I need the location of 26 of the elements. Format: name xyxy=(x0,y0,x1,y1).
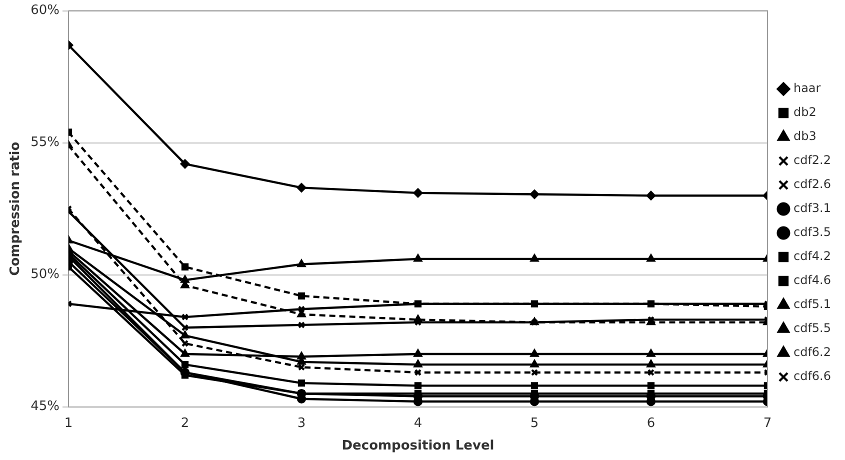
legend-label: cdf4.6 xyxy=(793,273,832,288)
y-tick-label: 60% xyxy=(30,3,60,18)
legend-label: cdf6.6 xyxy=(793,369,832,384)
y-axis-title: Compression ratio xyxy=(8,142,24,276)
legend-label: cdf6.2 xyxy=(793,345,832,360)
legend-label: cdf4.2 xyxy=(793,249,832,264)
legend-label: haar xyxy=(793,81,821,96)
x-tick-label: 3 xyxy=(297,416,306,431)
y-tick-label: 50% xyxy=(30,267,60,282)
x-tick-label: 5 xyxy=(530,416,539,431)
legend-label: cdf5.1 xyxy=(793,297,832,312)
legend-label: cdf5.5 xyxy=(793,321,832,336)
x-tick-label: 1 xyxy=(64,416,73,431)
legend-label: db3 xyxy=(793,129,816,144)
legend-label: cdf2.2 xyxy=(793,153,832,168)
x-tick-label: 7 xyxy=(763,416,772,431)
y-tick-label: 45% xyxy=(30,399,60,414)
legend-label: cdf3.5 xyxy=(793,225,832,240)
x-axis-title: Decomposition Level xyxy=(342,438,494,454)
legend-label: db2 xyxy=(793,105,816,120)
x-tick-label: 6 xyxy=(646,416,656,431)
x-tick-label: 2 xyxy=(180,416,190,431)
y-tick-label: 55% xyxy=(30,135,60,150)
legend-label: cdf2.6 xyxy=(793,177,832,192)
legend-label: cdf3.1 xyxy=(793,201,832,216)
x-tick-label: 4 xyxy=(414,416,422,431)
